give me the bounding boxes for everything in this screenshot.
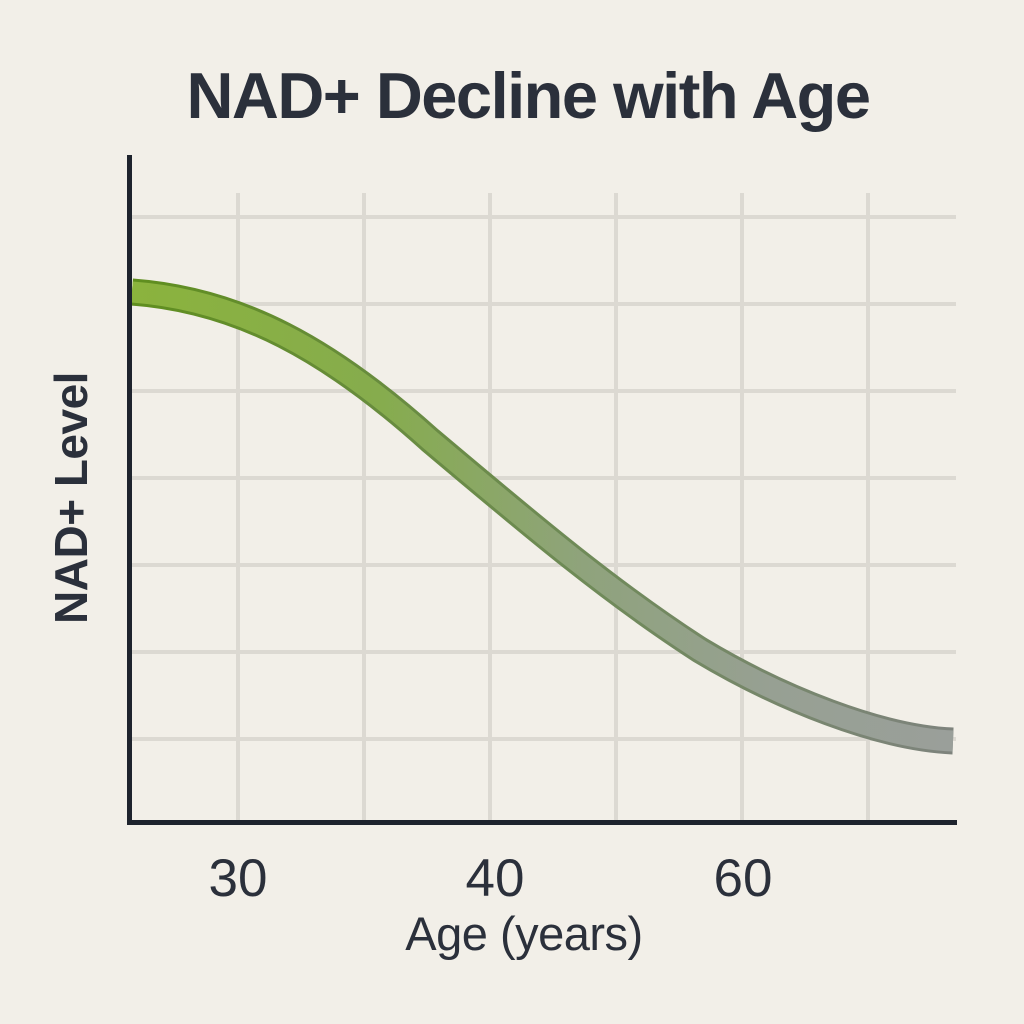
x-tick-60: 60 <box>713 849 773 908</box>
nad-curve <box>131 281 954 752</box>
nad-curve-edge <box>130 278 954 755</box>
chart-title: NAD+ Decline with Age <box>186 59 871 132</box>
axes <box>127 155 957 825</box>
x-tick-30: 30 <box>208 849 268 908</box>
y-axis-label: NAD+ Level <box>45 372 97 624</box>
x-tick-40: 40 <box>465 849 525 908</box>
x-axis-label: Age (years) <box>405 907 643 960</box>
